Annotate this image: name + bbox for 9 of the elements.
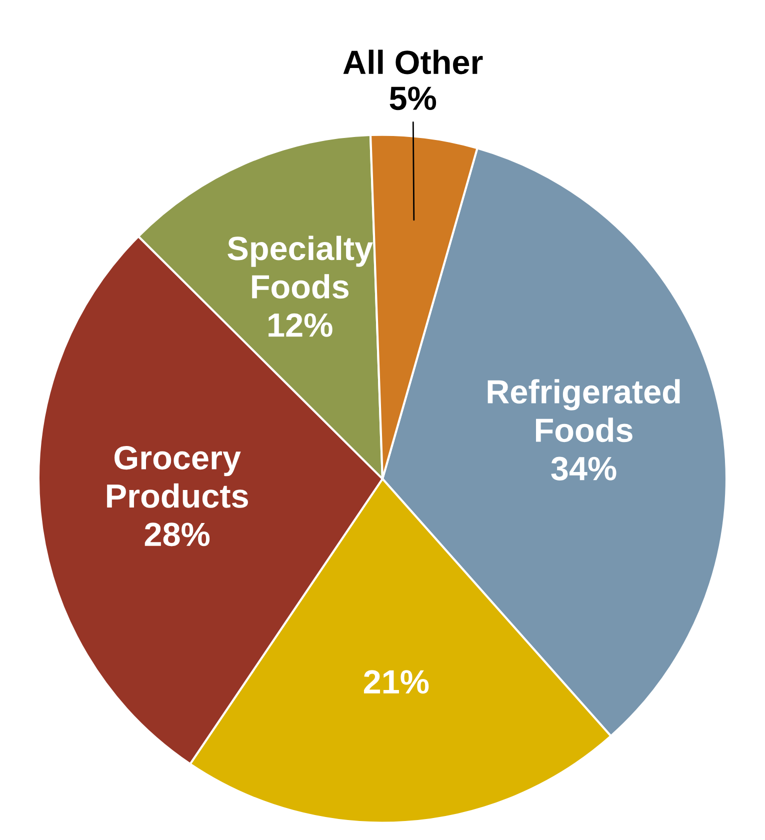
data-label: 5% [390, 86, 436, 110]
data-label: 12% [268, 313, 332, 337]
slice-label: Refrigerated Foods [488, 379, 680, 442]
data-label: 28% [144, 522, 210, 546]
slice-label: All Other [343, 50, 483, 74]
data-label: 21% [364, 670, 429, 694]
data-label: 34% [551, 456, 616, 480]
slice-label: Specialty Foods [228, 236, 373, 299]
slice-label: Grocery Products [107, 446, 248, 508]
